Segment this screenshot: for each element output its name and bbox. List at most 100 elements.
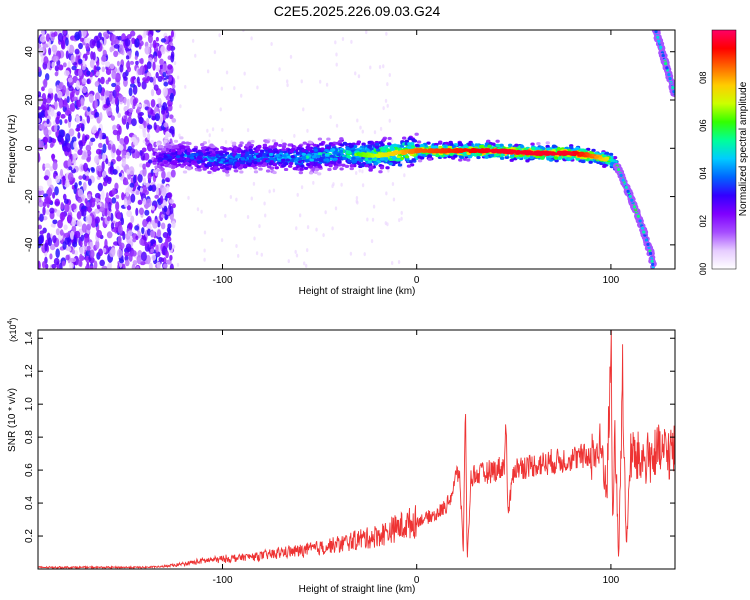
noise-speckle [44, 73, 50, 81]
noise-speckle [49, 253, 53, 260]
ridge-cell [179, 145, 184, 149]
noise-speckle [135, 190, 140, 196]
noise-speckle [79, 140, 83, 150]
noise-speckle [71, 203, 77, 210]
noise-speckle [65, 133, 71, 143]
noise-speckle [70, 54, 75, 64]
noise-speckle [150, 205, 155, 211]
noise-speckle [87, 193, 92, 200]
ridge-cell [277, 143, 283, 148]
noise-speckle [99, 111, 103, 122]
ridge-cell [212, 168, 217, 172]
ridge-cell [375, 148, 381, 152]
noise-speckle [47, 187, 53, 197]
ridge-cell [337, 139, 343, 144]
noise-speckle [141, 184, 148, 194]
ridge-cell [256, 154, 261, 158]
noise-speckle [81, 223, 87, 233]
noise-speckle [67, 172, 74, 182]
noise-speckle [295, 253, 299, 258]
ridge-cell [349, 166, 354, 171]
noise-speckle [101, 66, 105, 73]
noise-speckle [49, 142, 54, 148]
ridge-core [568, 152, 574, 156]
noise-speckle [341, 37, 345, 42]
noise-speckle [164, 239, 169, 248]
noise-speckle [88, 140, 94, 147]
noise-speckle [162, 231, 169, 239]
ridge-core [594, 155, 600, 159]
ridge-core [404, 149, 409, 152]
ridge-cell [330, 160, 335, 165]
ridge-cell [236, 149, 242, 154]
noise-speckle [38, 224, 42, 230]
noise-speckle [83, 162, 89, 172]
ridge-core [509, 149, 515, 152]
noise-speckle [130, 215, 135, 224]
noise-speckle [250, 196, 253, 201]
noise-speckle [329, 114, 332, 119]
noise-speckle [126, 121, 130, 130]
noise-speckle [137, 230, 142, 239]
noise-speckle [56, 111, 62, 117]
ridge-cell [174, 144, 179, 148]
noise-speckle [128, 166, 135, 176]
noise-speckle [101, 265, 108, 269]
ridge-cell [347, 159, 352, 163]
noise-speckle [89, 59, 95, 68]
ridge-cell [602, 163, 608, 167]
noise-speckle [51, 263, 57, 269]
noise-speckle [57, 90, 63, 99]
noise-speckle [111, 197, 117, 204]
noise-speckle [43, 78, 48, 88]
noise-speckle [154, 113, 161, 122]
ridge-cell [328, 164, 333, 168]
noise-speckle [148, 262, 153, 269]
noise-speckle [113, 50, 119, 58]
noise-speckle [86, 70, 91, 76]
ridge-cell [330, 148, 336, 152]
noise-speckle [91, 197, 96, 203]
noise-speckle [56, 209, 61, 217]
ridge-cell [474, 143, 480, 147]
noise-speckle [96, 229, 103, 238]
noise-speckle [170, 53, 175, 63]
ridge-cell [262, 143, 268, 147]
noise-speckle [48, 47, 52, 56]
ridge-cell [179, 136, 184, 140]
noise-speckle [335, 52, 338, 57]
noise-speckle [109, 165, 113, 172]
noise-speckle [77, 197, 83, 203]
noise-speckle [107, 77, 111, 82]
noise-speckle [147, 34, 153, 44]
ridge-cell [525, 159, 530, 163]
noise-speckle [44, 163, 51, 169]
noise-speckle [256, 85, 259, 90]
ridge-cell [161, 147, 167, 152]
noise-speckle [65, 142, 71, 153]
noise-speckle [38, 152, 41, 163]
noise-speckle [119, 137, 125, 145]
ridge-cell [315, 155, 321, 159]
noise-speckle [123, 76, 128, 81]
ridge-cell [551, 144, 557, 149]
noise-speckle [76, 220, 80, 226]
noise-speckle [331, 184, 334, 189]
ridge-cell [153, 148, 158, 152]
noise-speckle [162, 101, 168, 111]
noise-speckle [58, 64, 64, 71]
noise-speckle [168, 242, 173, 251]
noise-speckle [69, 262, 74, 269]
ridge-cell [184, 161, 190, 165]
ridge-cell [359, 163, 365, 167]
noise-speckle [138, 116, 144, 124]
noise-speckle [77, 188, 84, 198]
ridge-cell [211, 153, 216, 157]
noise-speckle [280, 139, 284, 144]
noise-speckle [370, 239, 374, 244]
ridge-cell [495, 143, 500, 147]
noise-speckle [132, 139, 139, 146]
ridge-cell [283, 167, 289, 172]
noise-speckle [382, 64, 385, 69]
noise-speckle [68, 85, 74, 92]
